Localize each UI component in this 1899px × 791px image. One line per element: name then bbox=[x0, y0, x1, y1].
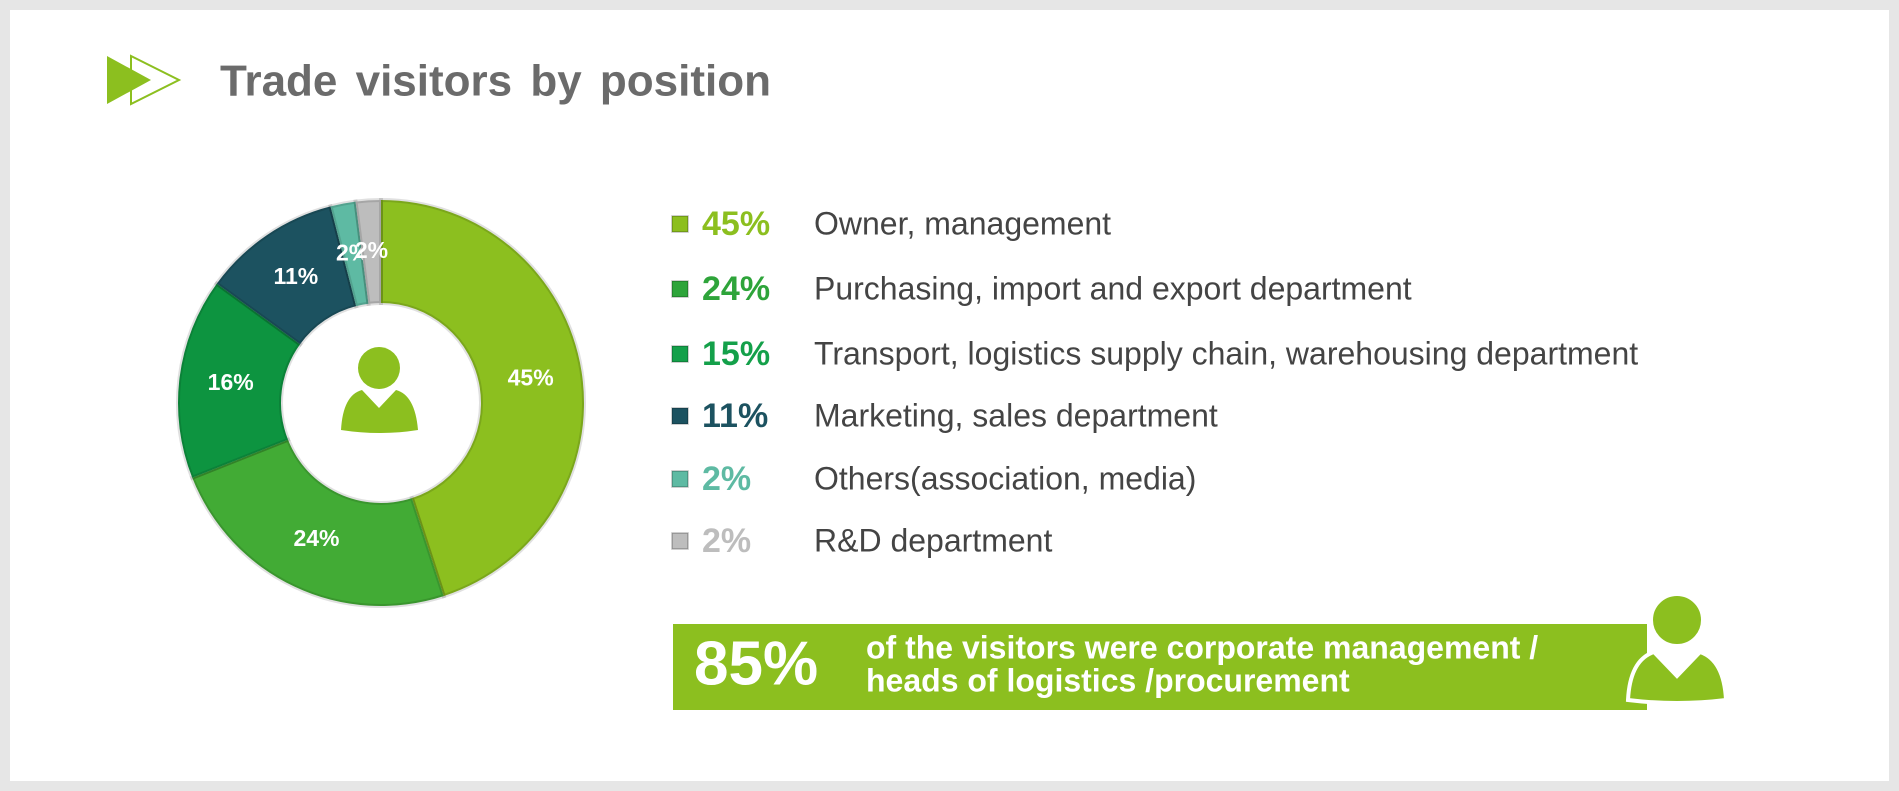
legend-value: 2% bbox=[702, 522, 751, 560]
legend-swatch bbox=[671, 407, 689, 425]
legend-label: Marketing, sales department bbox=[814, 397, 1218, 433]
legend-swatch bbox=[671, 345, 689, 363]
slice-label: 16% bbox=[208, 369, 254, 395]
slice bbox=[189, 437, 447, 608]
legend-label: R&D department bbox=[814, 522, 1052, 558]
slice bbox=[213, 203, 359, 348]
slice bbox=[379, 197, 586, 599]
legend-value: 15% bbox=[702, 335, 770, 373]
legend-swatch bbox=[671, 532, 689, 550]
slice-label: 24% bbox=[293, 525, 339, 551]
legend-label: Others(association, media) bbox=[814, 460, 1196, 496]
slice-label: 11% bbox=[273, 263, 318, 289]
legend-value: 24% bbox=[702, 270, 770, 308]
legend-value: 11% bbox=[702, 397, 768, 435]
legend-value: 45% bbox=[702, 205, 770, 243]
legend-swatch bbox=[671, 280, 689, 298]
center-icon bbox=[341, 347, 418, 433]
legend-label: Owner, management bbox=[814, 205, 1111, 241]
slice-label: 45% bbox=[508, 364, 554, 390]
slice bbox=[328, 199, 371, 309]
legend-label: Purchasing, import and export department bbox=[814, 270, 1412, 306]
callout-value: 85% bbox=[694, 629, 818, 698]
logo bbox=[107, 54, 182, 106]
slice bbox=[353, 197, 383, 307]
slice bbox=[176, 280, 303, 481]
callout-text: heads of logistics /procurement bbox=[866, 662, 1350, 698]
legend-swatch bbox=[671, 215, 689, 233]
chart-title: Trade visitors by position bbox=[220, 57, 771, 106]
slice-label: 2% bbox=[355, 237, 388, 263]
legend-swatch bbox=[671, 470, 689, 488]
callout-box bbox=[673, 624, 1647, 710]
legend-value: 2% bbox=[702, 460, 751, 498]
callout-icon bbox=[1625, 592, 1729, 705]
callout-text: of the visitors were corporate managemen… bbox=[866, 629, 1538, 665]
legend-label: Transport, logistics supply chain, wareh… bbox=[814, 335, 1638, 371]
